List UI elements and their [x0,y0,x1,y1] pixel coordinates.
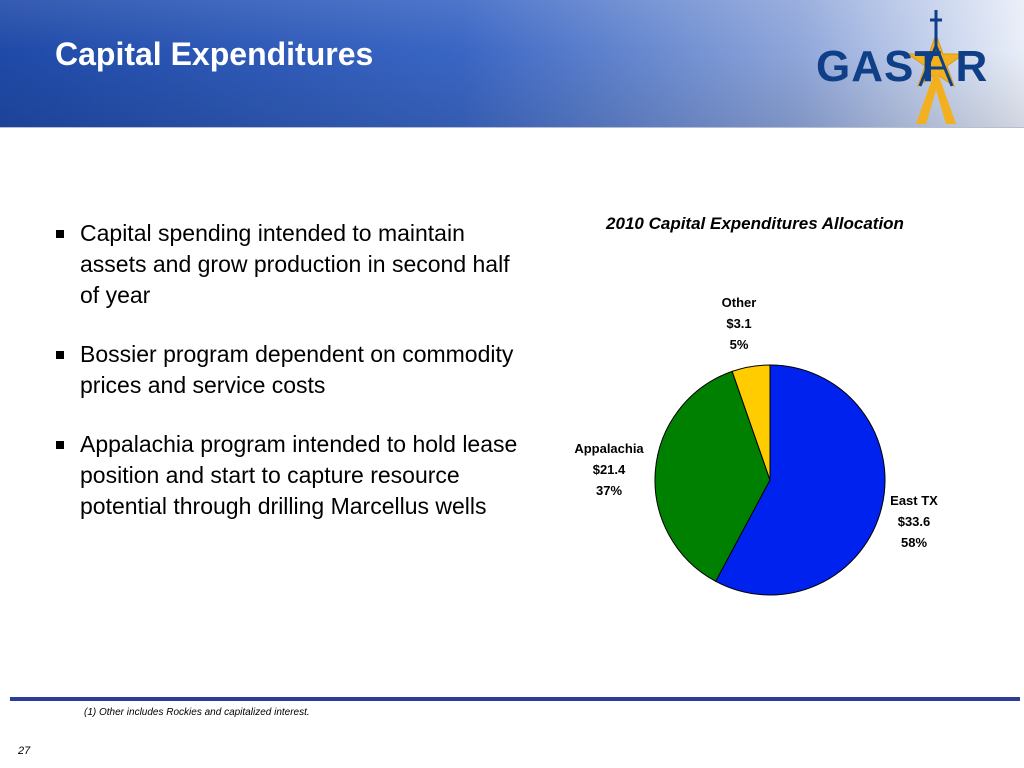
footnote: (1) Other includes Rockies and capitaliz… [84,707,310,718]
slice-percent-east-tx: 58% [900,535,928,550]
bullet-text: Bossier program dependent on commodity p… [80,341,514,398]
bullet-item: Appalachia program intended to hold leas… [55,429,535,522]
bullet-list: Capital spending intended to maintain as… [55,218,535,550]
slice-name-east-tx: East TX [890,493,938,508]
pie-slice-appalachia [654,370,771,583]
square-bullet-icon [56,230,64,238]
bullet-text: Appalachia program intended to hold leas… [80,431,518,519]
logo-text: GAST R [816,42,989,91]
slice-label-other: Other $3.1 5% [711,292,767,355]
page-number: 27 [18,745,31,757]
footer-rule [10,697,1020,701]
slice-percent-appalachia: 37% [595,483,623,498]
square-bullet-icon [56,351,64,359]
slice-amount-appalachia: $21.4 [592,462,626,477]
slice-amount-east-tx: $33.6 [897,514,931,529]
page-title: Capital Expenditures [55,36,374,72]
header-banner: Capital Expenditures GAST R [0,0,1024,128]
bullet-item: Bossier program dependent on commodity p… [55,339,535,401]
slice-label-appalachia: Appalachia $21.4 37% [566,438,652,501]
slice-amount-other: $3.1 [726,316,752,331]
slice-name-other: Other [721,295,757,310]
slice-percent-other: 5% [729,337,749,352]
slice-label-east-tx: East TX $33.6 58% [882,490,946,553]
bullet-text: Capital spending intended to maintain as… [80,220,510,308]
pie-slice-east-tx [714,364,886,596]
chart-title: 2010 Capital Expenditures Allocation [606,214,904,233]
pie-slice-other [731,364,771,481]
bullet-item: Capital spending intended to maintain as… [55,218,535,311]
logo-star-icon [906,10,966,124]
header-shade [0,0,1024,128]
square-bullet-icon [56,441,64,449]
pie-chart [654,364,886,596]
company-logo: GAST R [806,6,996,124]
slice-name-appalachia: Appalachia [574,441,644,456]
